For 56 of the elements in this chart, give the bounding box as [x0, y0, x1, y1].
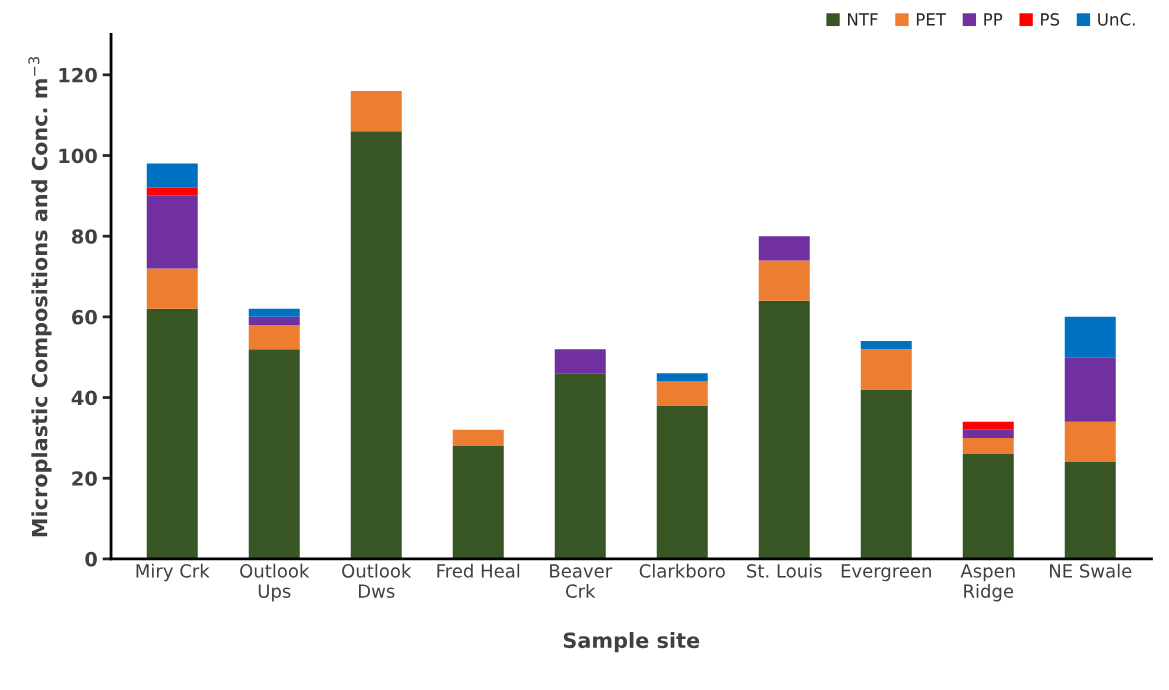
- bar: [554, 349, 606, 374]
- x-tick-label: Outlook Dws: [342, 563, 412, 598]
- y-tick-label: 0: [85, 551, 97, 567]
- bar: [962, 429, 1014, 438]
- bar: [860, 389, 912, 559]
- bar: [146, 308, 198, 559]
- y-tick-label: 80: [71, 229, 97, 244]
- bar: [962, 437, 1014, 455]
- y-tick-label: 60: [72, 309, 97, 325]
- bar: [656, 373, 708, 382]
- legend-label: PET: [916, 13, 947, 26]
- y-tick-label: 120: [59, 67, 97, 83]
- bar: [758, 300, 810, 559]
- bar: [350, 90, 402, 132]
- bar: [350, 131, 402, 559]
- legend-label: PS: [1041, 13, 1060, 26]
- bar: [452, 445, 504, 559]
- bar: [248, 308, 300, 317]
- bar: [1064, 357, 1116, 422]
- bar: [146, 268, 198, 309]
- bar: [758, 260, 810, 301]
- y-tick-label: 100: [59, 148, 97, 164]
- bar: [758, 236, 810, 261]
- bar: [146, 187, 198, 196]
- bar: [452, 429, 504, 446]
- bar: [248, 324, 300, 350]
- x-tick-label: Evergreen: [841, 564, 931, 582]
- bar: [962, 454, 1014, 559]
- x-tick-label: St. Louis: [747, 563, 822, 578]
- y-tick-label: 20: [72, 471, 97, 486]
- legend-label: UnC.: [1098, 13, 1135, 26]
- x-tick-label: Aspen Ridge: [960, 564, 1015, 602]
- x-tick-label: NE Swale: [1050, 563, 1132, 578]
- x-tick-label: Outlook Ups: [240, 563, 310, 602]
- bar: [860, 349, 912, 390]
- x-tick-label: Fred Heal: [437, 563, 520, 578]
- bar: [656, 405, 708, 559]
- y-axis-title: Microplastic Compositions and Conc. m$^{−3}$: [28, 57, 52, 537]
- x-tick-label: Beaver Crk: [550, 564, 613, 598]
- bar: [1064, 462, 1116, 559]
- y-tick-label: 40: [71, 390, 97, 406]
- x-tick-label: Clarkboro: [639, 563, 725, 578]
- bar: [1064, 421, 1116, 463]
- x-tick-label: Miry Crk: [136, 563, 210, 582]
- legend-label: NTF: [848, 13, 878, 26]
- bar: [554, 373, 606, 559]
- bar: [860, 341, 912, 350]
- bar: [656, 381, 708, 406]
- bar: [146, 163, 198, 188]
- bar: [248, 349, 300, 559]
- x-axis-title: Sample site: [563, 632, 700, 653]
- bar: [248, 316, 300, 325]
- bar: [962, 421, 1014, 430]
- legend-label: PP: [984, 13, 1003, 26]
- bar: [146, 195, 198, 269]
- bar: [1064, 316, 1116, 358]
